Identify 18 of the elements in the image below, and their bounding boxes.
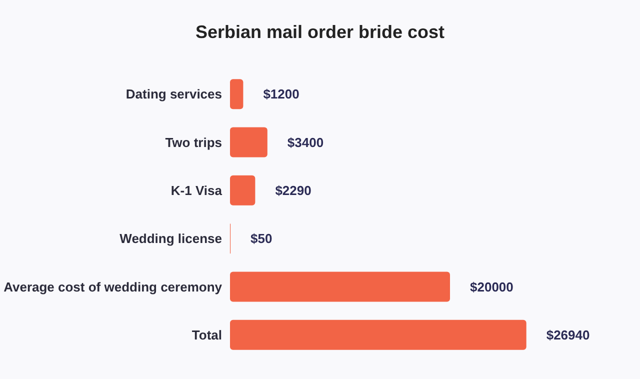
bar [230,272,450,302]
y-tick-label: Average cost of wedding ceremony [4,279,223,294]
data-label: $50 [250,231,272,246]
chart-title: Serbian mail order bride cost [195,22,445,42]
bar [230,79,244,110]
y-tick-label: Total [192,327,222,342]
y-tick-label: K-1 Visa [170,182,223,198]
data-label: $3400 [287,134,324,150]
bar [230,127,268,158]
bar [230,175,256,206]
data-label: $20000 [470,279,514,294]
data-label: $26940 [546,327,590,342]
data-label: $1200 [263,86,300,102]
bar [230,320,526,350]
y-tick-label: Wedding license [120,231,222,246]
y-tick-label: Two trips [165,134,222,150]
data-label: $2290 [275,182,312,198]
y-tick-label: Dating services [126,86,222,102]
